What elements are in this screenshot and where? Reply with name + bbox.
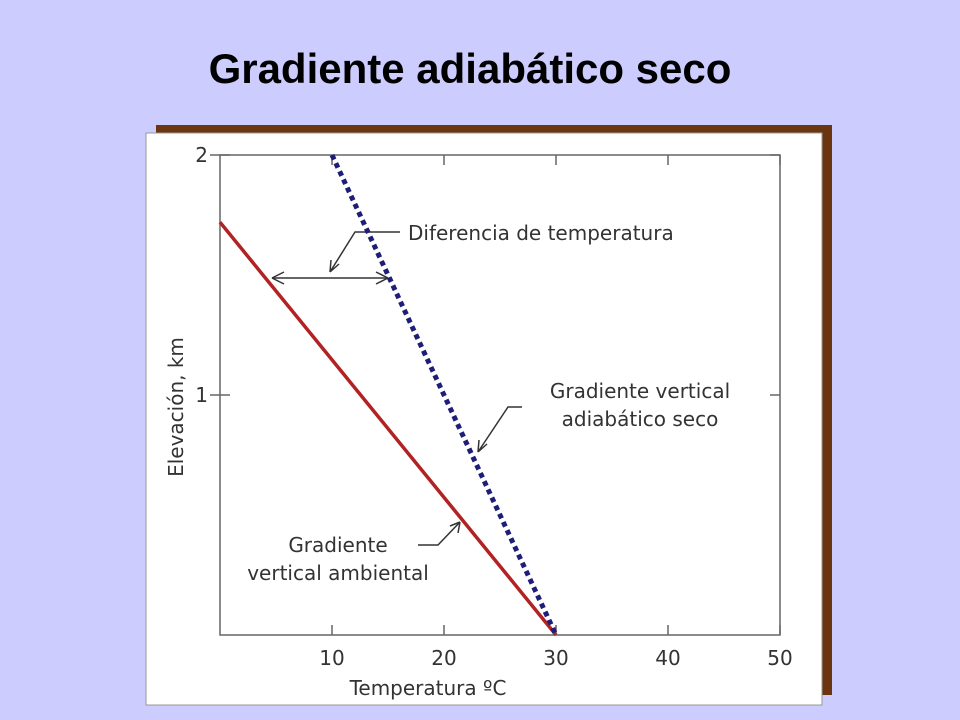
y-axis-label: Elevación, km [164, 337, 188, 477]
arrow-heads [271, 271, 389, 285]
slide-title: Gradiente adiabático seco [209, 45, 732, 92]
series-line [218, 221, 558, 637]
annotation: Gradiente vertical [550, 379, 730, 403]
y-tick-label: 2 [195, 143, 208, 167]
annotation: Gradiente [288, 533, 387, 557]
leader-difference [329, 231, 400, 273]
x-tick-label: 40 [655, 646, 680, 670]
x-tick-label: 50 [767, 646, 792, 670]
leader-dry [477, 406, 522, 453]
y-tick-label: 1 [195, 383, 208, 407]
chart-panel [145, 132, 823, 706]
x-tick-label: 10 [319, 646, 344, 670]
annotation: Diferencia de temperatura [408, 221, 674, 245]
series-line [329, 153, 559, 637]
x-axis-label: Temperatura ºC [349, 676, 507, 700]
x-tick-label: 20 [431, 646, 456, 670]
annotation: vertical ambiental [247, 561, 429, 585]
x-tick-label: 30 [543, 646, 568, 670]
leader-env [418, 521, 461, 546]
annotation-arrows [271, 231, 522, 546]
annotation: adiabático seco [562, 407, 719, 431]
